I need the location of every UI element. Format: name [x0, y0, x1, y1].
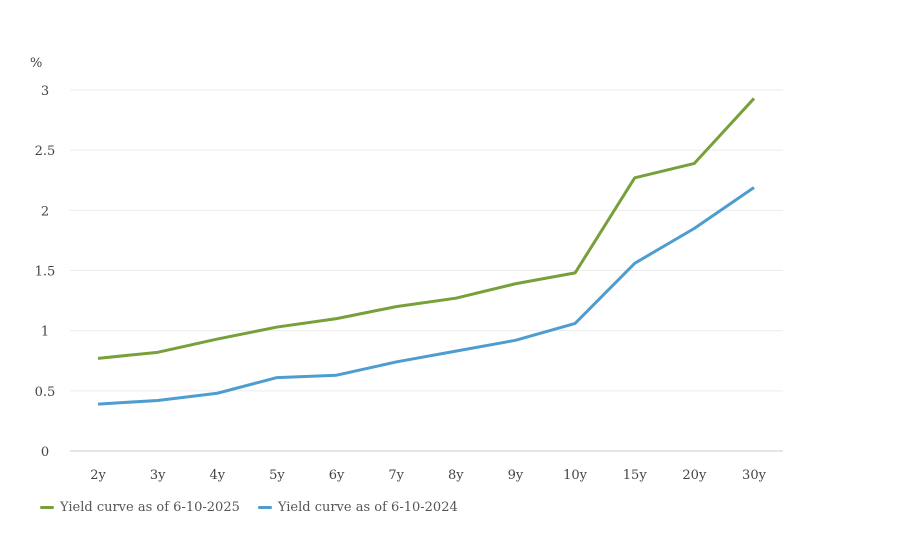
x-tick-label: 20y — [682, 468, 707, 483]
legend-item-2025[interactable]: Yield curve as of 6-10-2025 — [40, 500, 240, 515]
x-tick-label: 30y — [742, 468, 767, 483]
legend-label-2025: Yield curve as of 6-10-2025 — [60, 500, 240, 515]
y-tick-label: 1 — [41, 325, 49, 340]
y-tick-label: 2.5 — [35, 144, 56, 159]
y-axis-label: % — [30, 56, 42, 71]
x-tick-label: 4y — [209, 468, 225, 483]
y-tick-label: 3 — [41, 84, 49, 99]
legend-swatch-2025 — [40, 506, 54, 509]
x-tick-label: 5y — [269, 468, 285, 483]
legend: Yield curve as of 6-10-2025 Yield curve … — [40, 500, 458, 515]
x-tick-label: 10y — [563, 468, 588, 483]
x-tick-label: 15y — [623, 468, 648, 483]
legend-item-2024[interactable]: Yield curve as of 6-10-2024 — [257, 500, 458, 515]
x-tick-label: 3y — [150, 468, 166, 483]
x-tick-label: 8y — [448, 468, 464, 483]
x-tick-label: 2y — [90, 468, 106, 483]
y-tick-label: 0.5 — [35, 385, 56, 400]
series-line-2024 — [97, 186, 755, 406]
legend-swatch-2024 — [257, 506, 272, 509]
y-tick-label: 1.5 — [35, 265, 56, 280]
legend-label-2024: Yield curve as of 6-10-2024 — [277, 500, 458, 515]
y-tick-label: 0 — [41, 445, 49, 460]
x-tick-label: 9y — [508, 468, 524, 483]
x-tick-label: 6y — [329, 468, 345, 483]
series-line-2025 — [97, 97, 756, 360]
y-tick-label: 2 — [41, 204, 49, 219]
x-tick-label: 7y — [388, 468, 404, 483]
